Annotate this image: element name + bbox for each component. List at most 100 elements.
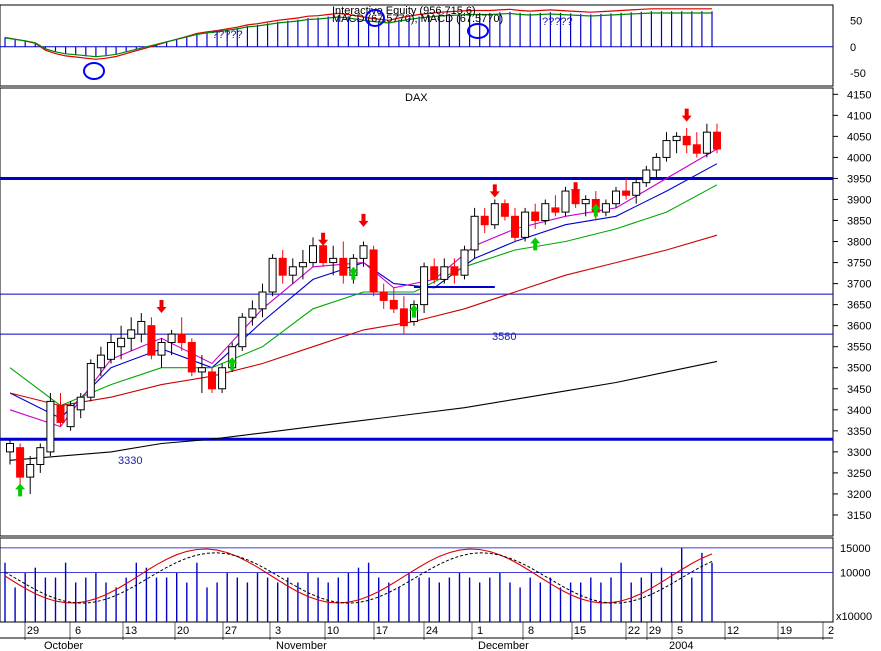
- macd-header-bottom: MACD (67.5770), MACD (67.5770): [332, 13, 503, 25]
- candle-body: [218, 367, 227, 390]
- volume-panel-frame: [0, 537, 834, 623]
- volume-oscillator-signal: [4, 552, 713, 604]
- price-title: DAX: [405, 92, 428, 104]
- question-marks-left: ?????: [212, 29, 243, 41]
- x-tick-label: 15: [574, 625, 586, 637]
- candle-body: [6, 442, 14, 453]
- sell-signal-arrow: [318, 232, 329, 246]
- candle-body: [208, 371, 216, 390]
- candle-body: [399, 308, 408, 327]
- x-tick-label: 19: [780, 625, 792, 637]
- candle-body: [460, 249, 469, 276]
- x-tick-label: 5: [677, 625, 683, 637]
- highlight-circle-3: [467, 23, 489, 39]
- candle-body: [561, 190, 570, 213]
- candle-body: [258, 291, 267, 310]
- x-tick-label: 3: [275, 625, 281, 637]
- candle-body: [26, 463, 35, 478]
- highlight-circle-2: [365, 9, 385, 27]
- macd-tick-label: 50: [850, 16, 862, 28]
- candle-body: [500, 203, 509, 217]
- candle-body: [268, 257, 277, 293]
- candle-body: [157, 341, 166, 356]
- x-tick-label: 20: [177, 625, 189, 637]
- candle-body: [309, 245, 317, 264]
- price-tick-label: 3600: [847, 321, 871, 333]
- sell-signal-arrow: [570, 182, 581, 196]
- candle-body: [632, 182, 641, 196]
- price-panel-frame: [0, 87, 834, 537]
- candle-body: [359, 245, 368, 259]
- x-tick-label: 27: [225, 625, 237, 637]
- candle-body: [96, 354, 105, 369]
- sell-signal-arrow: [489, 184, 500, 198]
- sell-signal-arrow: [358, 213, 369, 227]
- candle-body: [420, 266, 429, 306]
- x-tick-label: 29: [649, 625, 661, 637]
- candle-body: [662, 140, 671, 158]
- macd-tick-label: -50: [850, 68, 866, 80]
- price-tick-label: 3950: [847, 173, 871, 185]
- price-tick-label: 4050: [847, 131, 871, 143]
- price-tick-label: 3300: [847, 447, 871, 459]
- price-tick-label: 3900: [847, 194, 871, 206]
- candle-body: [430, 266, 439, 280]
- candle-body: [622, 190, 631, 196]
- buy-signal-arrow: [409, 304, 419, 318]
- candle-body: [531, 211, 540, 222]
- candle-body: [379, 291, 388, 301]
- price-tick-label: 3750: [847, 258, 871, 270]
- candle-body: [601, 203, 610, 213]
- candle-body: [652, 156, 661, 171]
- moving-average-red: [9, 234, 718, 407]
- x-tick-label: 24: [426, 625, 438, 637]
- buy-signal-arrow: [348, 266, 359, 280]
- x-tick-label: 1: [477, 625, 483, 637]
- x-tick-label: 17: [376, 625, 388, 637]
- candle-body: [298, 262, 307, 268]
- candle-body: [521, 211, 530, 238]
- candle-body: [450, 266, 459, 276]
- price-tick-label: 4000: [847, 152, 871, 164]
- candle-body: [551, 207, 560, 213]
- candle-body: [672, 135, 681, 142]
- candle-body: [117, 337, 126, 348]
- x-tick-label: 22: [628, 625, 640, 637]
- month-label-november: November: [276, 640, 327, 651]
- macd-line-red: [4, 8, 712, 60]
- candle-body: [612, 190, 620, 205]
- candle-body: [127, 329, 136, 339]
- candle-body: [470, 215, 479, 251]
- volume-oscillator-red: [4, 548, 713, 604]
- candle-body: [36, 447, 45, 465]
- question-marks-right: ?????: [542, 16, 573, 28]
- candle-body: [238, 316, 247, 348]
- candle-body: [76, 396, 85, 411]
- candle-body: [702, 131, 711, 154]
- x-tick-label: 6: [75, 625, 81, 637]
- moving-average-pink: [9, 148, 718, 428]
- x-tick-label: 13: [125, 625, 137, 637]
- moving-average-blue: [9, 163, 718, 419]
- price-tick-label: 4150: [847, 89, 871, 101]
- candle-body: [490, 203, 499, 226]
- price-tick-label: 3850: [847, 216, 871, 228]
- candle-body: [288, 266, 297, 276]
- candle-body: [369, 249, 378, 293]
- candle-body: [713, 131, 721, 150]
- price-tick-label: 3400: [847, 405, 871, 417]
- candle-body: [197, 367, 206, 373]
- annotation-3580: 3580: [492, 331, 516, 343]
- candle-body: [86, 363, 95, 398]
- x-tick-label: 29: [27, 625, 39, 637]
- volume-unit-label: x10000: [836, 611, 872, 623]
- highlight-circle-1: [83, 62, 105, 80]
- candle-body: [692, 144, 701, 154]
- sell-signal-arrow: [156, 300, 167, 314]
- candle-body: [480, 215, 489, 226]
- price-tick-label: 3650: [847, 300, 871, 312]
- candle-body: [56, 405, 65, 423]
- candle-body: [541, 203, 550, 222]
